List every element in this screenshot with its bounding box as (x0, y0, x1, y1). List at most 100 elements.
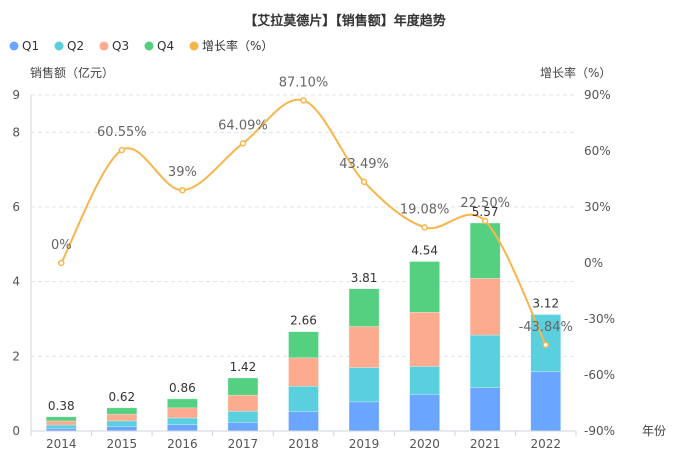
growth-label: 87.10% (279, 75, 329, 90)
bar-q4 (106, 407, 138, 415)
bar-total-label: 0.38 (48, 399, 75, 413)
growth-point (542, 341, 549, 349)
growth-label: 64.09% (218, 118, 268, 133)
y-tick-label-right: -90% (584, 424, 615, 438)
bar-total-label: 0.86 (169, 381, 196, 395)
legend-marker-1 (54, 41, 64, 51)
y-tick-label-left: 6 (12, 200, 20, 214)
y-tick-label-right: 90% (584, 88, 611, 102)
bar-q1 (227, 422, 259, 432)
bar-q4 (288, 331, 319, 359)
y-tick-label-left: 2 (12, 349, 20, 363)
growth-label: 43.49% (339, 157, 389, 172)
chart-title: 【艾拉莫德片】【销售额】年度趋势 (244, 13, 446, 29)
x-tick-label: 2016 (167, 437, 198, 451)
y-tick-label-right: 0% (584, 256, 603, 270)
bar-q2 (167, 417, 198, 425)
x-tick-label: 2014 (46, 437, 77, 451)
legend-marker-4 (189, 41, 199, 51)
y-tick-label-left: 8 (12, 125, 20, 139)
bar-total-label: 0.62 (108, 390, 135, 404)
bar-q1 (106, 426, 138, 432)
bar-q3 (227, 394, 259, 412)
legend-label-4: 增长率（%） (202, 38, 273, 53)
bar-q3 (348, 326, 380, 368)
bar-q3 (469, 278, 501, 336)
x-tick-label: 2020 (409, 437, 440, 451)
legend-marker-3 (144, 41, 154, 51)
y-tick-label-left: 0 (12, 424, 20, 438)
y-tick-label-right: -60% (584, 368, 615, 382)
growth-label: 22.50% (460, 196, 510, 211)
growth-label: -43.84% (519, 320, 573, 335)
legend-label-3: Q4 (157, 39, 174, 53)
bar-q4 (46, 416, 77, 422)
bar-total-label: 1.42 (230, 360, 257, 374)
growth-point (421, 224, 428, 231)
bar-q1 (469, 387, 501, 432)
x-tick-label: 2019 (349, 437, 380, 451)
bar-q2 (469, 334, 501, 388)
bar-q1 (167, 424, 198, 432)
x-tick-label: 2022 (530, 437, 561, 451)
growth-line (58, 97, 549, 349)
bar-q4 (167, 398, 198, 409)
bar-q2 (106, 420, 138, 427)
growth-point (58, 259, 65, 267)
growth-label: 39% (168, 165, 197, 180)
bar-q4 (348, 288, 380, 327)
bar-q3 (46, 420, 77, 426)
growth-label: 0% (51, 238, 72, 253)
legend-marker-2 (99, 41, 109, 51)
bar-q2 (227, 410, 259, 423)
y-axis-title-right: 增长率（%） (540, 65, 611, 80)
data-labels: 0.38 0.62 0.86 1.42 2.66 3.81 4.54 5.57 3.12 0% 60… (48, 75, 573, 412)
legend-label-0: Q1 (22, 39, 39, 53)
y-tick-label-left: 9 (12, 88, 20, 102)
x-tick-label: 2017 (228, 437, 259, 451)
bar-total-label: 3.81 (351, 271, 378, 285)
y-axis-title-left: 销售额（亿元） (30, 65, 114, 80)
bar-q2 (288, 385, 319, 412)
y-tick-label-right: 30% (584, 200, 611, 214)
bar-q3 (106, 413, 138, 422)
bar-q1 (288, 411, 319, 432)
x-tick-label: 2015 (107, 437, 138, 451)
bar-q1 (530, 371, 561, 432)
bar-total-label: 2.66 (290, 314, 317, 328)
growth-point (118, 146, 126, 154)
bar-q3 (409, 312, 440, 367)
growth-point (179, 186, 186, 194)
axes: 2014 2015 2016 2017 2018 2019 2020 2021 2022 0 2 4 6… (12, 88, 615, 451)
y-tick-label-left: 4 (12, 275, 20, 289)
growth-label: 60.55% (97, 125, 147, 140)
bar-q3 (288, 357, 319, 387)
bar-q4 (469, 222, 501, 279)
bar-q2 (46, 424, 77, 429)
growth-point (239, 140, 247, 147)
x-tick-label: 2018 (288, 437, 319, 451)
legend-label-2: Q3 (112, 39, 129, 53)
bar-q2 (348, 367, 380, 403)
legend-label-1: Q2 (67, 39, 84, 53)
legend-marker-0 (9, 41, 19, 51)
growth-point (300, 97, 307, 104)
bar-q1 (348, 401, 380, 432)
bar-total-label: 4.54 (411, 244, 438, 258)
legend: Q1 Q2 Q3 Q4 增长率（%） (9, 38, 273, 53)
y-tick-label-right: -30% (584, 312, 615, 326)
x-axis-title: 年份 (642, 424, 666, 438)
bar-q4 (409, 261, 440, 313)
bar-q2 (409, 366, 440, 395)
y-tick-label-right: 60% (584, 144, 611, 158)
bar-q4 (227, 377, 259, 396)
growth-point (481, 217, 489, 225)
x-tick-label: 2021 (470, 437, 501, 451)
bar-q1 (409, 394, 440, 432)
bar-total-label: 5.57 (472, 205, 499, 219)
growth-label: 19.08% (400, 202, 450, 217)
bar-q3 (167, 407, 198, 419)
bar-total-label: 3.12 (532, 297, 559, 311)
growth-point (360, 178, 368, 186)
